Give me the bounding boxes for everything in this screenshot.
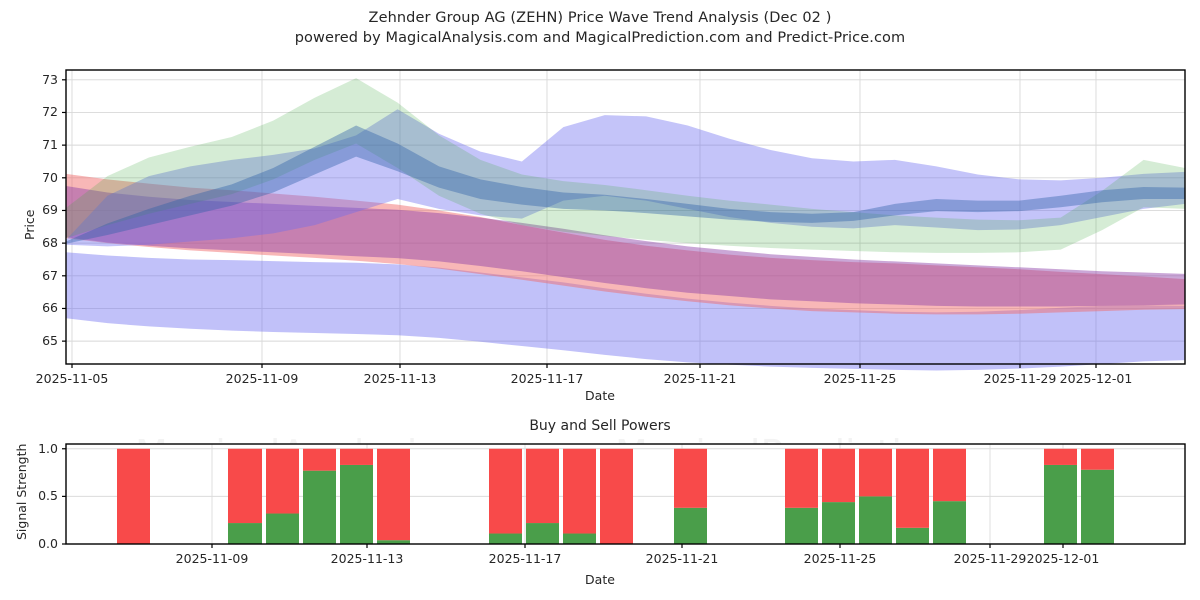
- power-bar-buy-segment: [563, 533, 596, 544]
- power-bar-buy-segment: [377, 540, 410, 544]
- price-x-tick-label: 2025-11-21: [663, 371, 737, 386]
- power-bar-sell-segment: [896, 448, 929, 528]
- price-axis-frame: [65, 69, 1186, 365]
- power-y-tick-label: 0.0: [38, 536, 58, 551]
- power-bar-buy-segment: [266, 513, 299, 544]
- power-bar-buy-segment: [822, 502, 855, 544]
- power-bar-sell-segment: [266, 448, 299, 514]
- power-bar-buy-segment: [1081, 469, 1114, 544]
- price-x-tick-label: 2025-11-25: [823, 371, 897, 386]
- price-band-purple-core-band: [66, 185, 1185, 307]
- price-plot-background: [66, 70, 1185, 364]
- price-band-lower-blue-band: [66, 252, 1185, 371]
- power-bar-sell-segment: [303, 448, 336, 471]
- price-x-tick-label: 2025-11-13: [363, 371, 437, 386]
- price-y-tick-label: 65: [42, 333, 58, 349]
- power-bar-sell-segment: [1081, 448, 1114, 470]
- power-bar-sell-segment: [1044, 448, 1077, 465]
- power-bar-sell-segment: [563, 448, 596, 534]
- power-y-tick-label: 0.5: [38, 488, 58, 504]
- power-bar-sell-segment: [117, 448, 150, 544]
- price-x-axis-label: Date: [585, 388, 615, 403]
- power-bar-sell-segment: [822, 448, 855, 503]
- power-bar-buy-segment: [933, 501, 966, 544]
- power-x-tick-label: 2025-11-17: [488, 551, 562, 566]
- price-y-tick-label: 69: [42, 202, 58, 218]
- power-bar-sell-segment: [859, 448, 892, 497]
- power-bar-buy-segment: [859, 496, 892, 544]
- power-bar-buy-segment: [489, 533, 522, 544]
- power-bar-buy-segment: [785, 507, 818, 544]
- price-x-tick-label: 2025-11-09: [225, 371, 299, 386]
- price-band-dark-blue-inner-band: [66, 125, 1185, 244]
- price-y-tick-label: 67: [42, 267, 58, 283]
- price-band-upper-blue-band: [66, 109, 1185, 247]
- power-bar-sell-segment: [933, 448, 966, 502]
- power-x-tick-label: 2025-12-01: [1026, 551, 1100, 566]
- power-bar-sell-segment: [228, 448, 262, 524]
- price-y-tick-label: 73: [42, 71, 58, 87]
- price-y-tick-label: 72: [42, 104, 58, 120]
- price-y-tick-label: 68: [42, 235, 58, 251]
- power-bar-sell-segment: [526, 448, 559, 524]
- price-y-tick-label: 66: [42, 300, 58, 316]
- power-x-axis-label: Date: [585, 572, 615, 587]
- power-bar-buy-segment: [303, 470, 336, 544]
- power-x-tick-label: 2025-11-13: [330, 551, 404, 566]
- power-x-tick-label: 2025-11-25: [803, 551, 877, 566]
- price-band-green-band: [66, 78, 1185, 253]
- price-x-tick-label: 2025-11-05: [35, 371, 109, 386]
- power-bar-sell-segment: [785, 448, 818, 508]
- price-y-tick-label: 70: [42, 169, 58, 185]
- power-bar-buy-segment: [896, 527, 929, 544]
- power-axis-frame: [65, 443, 1186, 545]
- price-y-tick-label: 71: [42, 137, 58, 153]
- power-bar-buy-segment: [228, 523, 262, 544]
- power-bar-buy-segment: [1044, 464, 1077, 544]
- power-x-tick-label: 2025-11-21: [645, 551, 719, 566]
- price-x-tick-label: 2025-11-17: [510, 371, 584, 386]
- power-bar-sell-segment: [340, 448, 373, 465]
- price-wave-canvas: [62, 69, 1186, 371]
- title-block: Zehnder Group AG (ZEHN) Price Wave Trend…: [0, 8, 1200, 48]
- power-x-tick-label: 2025-11-09: [175, 551, 249, 566]
- power-bar-buy-segment: [526, 523, 559, 544]
- page-title: Zehnder Group AG (ZEHN) Price Wave Trend…: [368, 10, 832, 26]
- page-subtitle: powered by MagicalAnalysis.com and Magic…: [294, 30, 906, 46]
- power-bar-sell-segment: [674, 448, 707, 508]
- price-x-tick-label: 2025-11-29: [983, 371, 1057, 386]
- price-band-red-band: [66, 173, 1185, 315]
- power-bar-buy-segment: [674, 507, 707, 544]
- power-bar-sell-segment: [600, 448, 633, 544]
- power-bar-sell-segment: [489, 448, 522, 534]
- power-y-tick-label: 1.0: [38, 440, 58, 456]
- buy-sell-title: Buy and Sell Powers: [529, 418, 671, 434]
- price-x-tick-label: 2025-12-01: [1059, 371, 1133, 386]
- power-x-tick-label: 2025-11-29: [953, 551, 1027, 566]
- power-bar-buy-segment: [340, 464, 373, 544]
- power-bar-sell-segment: [377, 448, 410, 541]
